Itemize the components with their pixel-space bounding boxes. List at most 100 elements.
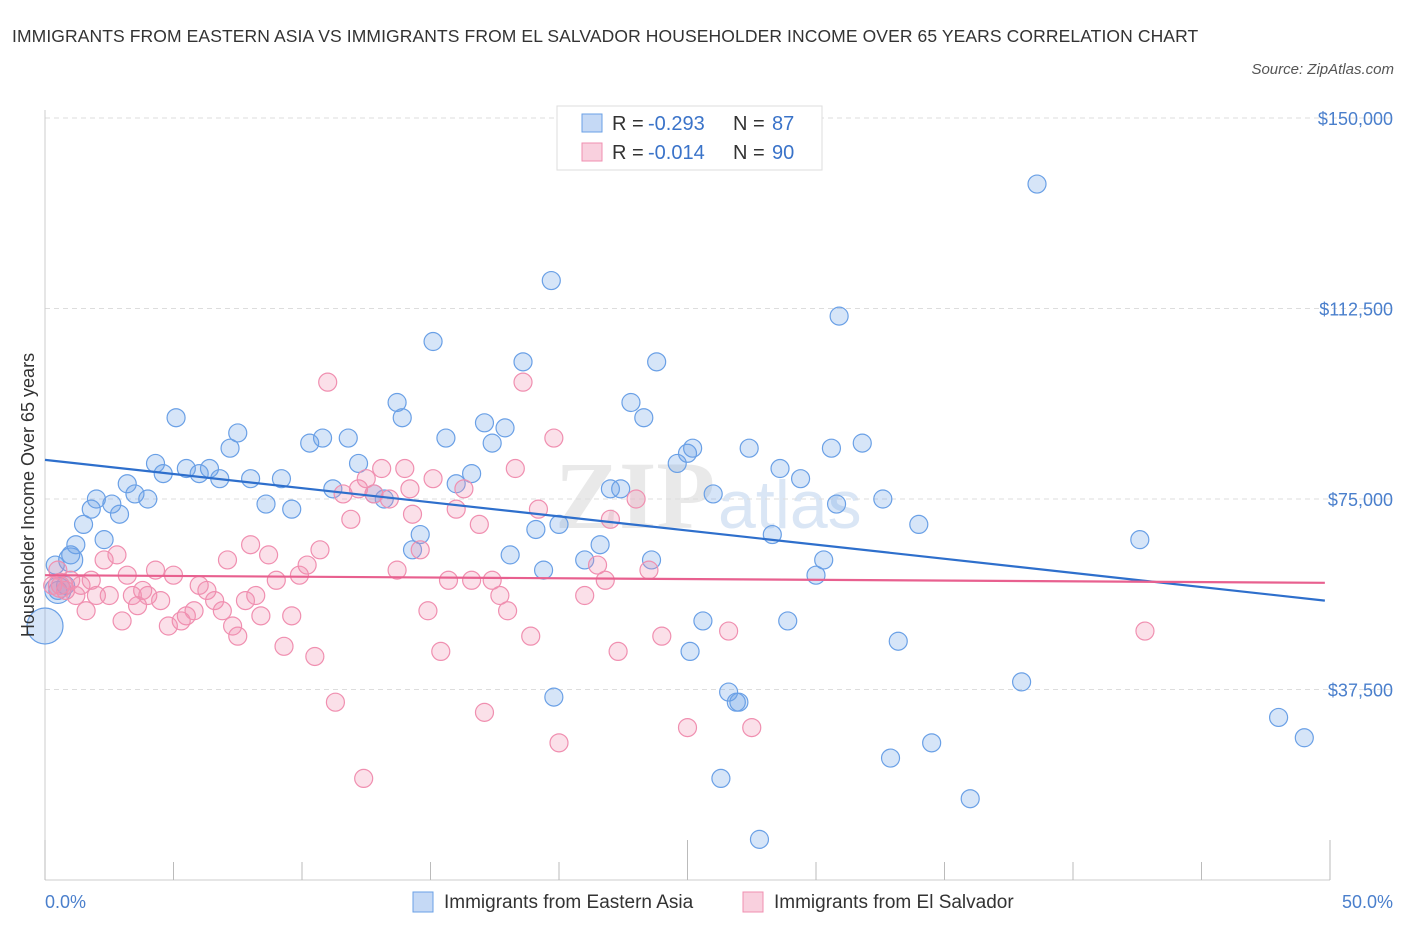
el-salvador-point-36 (251, 606, 271, 626)
el-salvador-point-67 (482, 570, 502, 590)
el-salvador-point-21 (158, 616, 178, 636)
eastern-asia-point-83 (880, 748, 901, 768)
stats-swatch-eastern-asia (581, 113, 603, 133)
eastern-asia-point-9 (102, 494, 122, 514)
y-tick-label-3: $150,000 (1318, 109, 1393, 129)
el-salvador-point-32 (228, 626, 248, 646)
el-salvador-point-50 (356, 469, 376, 489)
el-salvador-point-52 (372, 458, 392, 479)
el-salvador-point-63 (454, 479, 474, 499)
trend-lines (44, 458, 1325, 602)
eastern-asia-point-91 (1268, 707, 1289, 728)
eastern-asia-point-39 (436, 428, 456, 448)
eastern-asia-point-6 (81, 499, 101, 519)
el-salvador-point-59 (423, 469, 443, 489)
eastern-asia-point-61 (677, 443, 698, 463)
el-salvador-point-69 (498, 601, 518, 621)
trend-line-el-salvador (44, 574, 1325, 584)
stats-n-label-2: N = (733, 142, 765, 164)
el-salvador-point-12 (107, 545, 127, 565)
el-salvador-point-82 (639, 560, 659, 580)
eastern-asia-point-65 (703, 484, 723, 504)
eastern-asia-point-64 (680, 641, 700, 662)
eastern-asia-point-41 (462, 464, 482, 484)
eastern-asia-point-78 (821, 438, 842, 458)
eastern-asia-point-16 (166, 408, 186, 428)
el-salvador-point-20 (151, 590, 171, 611)
el-salvador-point-71 (513, 372, 533, 392)
el-salvador-point-10 (94, 550, 114, 570)
el-salvador-point-72 (521, 626, 541, 646)
eastern-asia-point-85 (909, 514, 929, 535)
eastern-asia-point-86 (922, 733, 942, 753)
el-salvador-point-25 (184, 601, 204, 621)
el-salvador-point-29 (212, 601, 232, 621)
legend-swatch-el-salvador (742, 891, 764, 913)
x-tick-label-0: 0.0% (45, 892, 86, 912)
el-salvador-point-61 (438, 570, 459, 590)
el-salvador-point-76 (575, 585, 595, 606)
eastern-asia-point-46 (513, 352, 533, 372)
stats-n-label-1: N = (733, 113, 765, 135)
el-salvador-point-79 (600, 509, 621, 529)
stats-legend: R = -0.293 N = 87 R = -0.014 N = 90 (556, 105, 823, 171)
el-salvador-point-18 (138, 585, 158, 606)
el-salvador-point-28 (205, 590, 225, 611)
el-salvador-point-41 (289, 565, 310, 585)
eastern-asia-point-24 (256, 494, 276, 514)
el-salvador-point-57 (410, 540, 430, 560)
eastern-asia-point-63 (693, 611, 713, 631)
eastern-asia-point-77 (814, 550, 834, 570)
eastern-asia-point-45 (500, 545, 520, 565)
el-salvador-point-39 (274, 636, 294, 656)
eastern-asia-point-7 (86, 489, 107, 509)
el-salvador-point-13 (112, 611, 132, 631)
x-tick-labels: 0.0% 50.0% (45, 892, 1393, 912)
eastern-asia-point-3 (61, 545, 81, 565)
eastern-asia-point-57 (634, 408, 654, 428)
chart-title: IMMIGRANTS FROM EASTERN ASIA VS IMMIGRAN… (12, 26, 1199, 46)
stats-r-label-1: R = (612, 113, 644, 135)
eastern-asia-point-30 (338, 428, 358, 448)
el-salvador-point-48 (341, 509, 361, 529)
el-salvador-point-40 (282, 606, 302, 626)
eastern-asia-point-36 (402, 540, 423, 560)
stats-n-value-2: 90 (772, 142, 794, 164)
eastern-asia-point-55 (611, 479, 631, 499)
y-tick-labels: $37,500 $75,000 $112,500 $150,000 (1318, 109, 1393, 701)
eastern-asia-point-75 (790, 469, 811, 489)
eastern-asia-point-71 (749, 829, 770, 849)
eastern-asia-point-10 (109, 504, 130, 524)
eastern-asia-point-44 (495, 418, 515, 438)
eastern-asia-point-47 (526, 519, 546, 540)
eastern-asia-point-74 (778, 611, 798, 631)
el-salvador-point-27 (197, 580, 217, 601)
eastern-asia-point-48 (533, 560, 554, 580)
el-salvador-point-60 (431, 641, 451, 662)
eastern-asia-point-34 (387, 392, 407, 413)
stats-r-value-2: -0.014 (648, 142, 705, 164)
el-salvador-point-37 (258, 545, 279, 565)
series-el-salvador-points (43, 372, 1155, 789)
eastern-asia-point-26 (282, 499, 302, 519)
el-salvador-point-7 (76, 601, 96, 621)
legend-label-el-salvador: Immigrants from El Salvador (774, 892, 1014, 913)
eastern-asia-point-66 (711, 768, 731, 789)
eastern-asia-point-89 (1027, 174, 1047, 194)
eastern-asia-point-88 (1011, 672, 1032, 692)
eastern-asia-point-cluster-2 (58, 547, 84, 573)
el-salvador-point-84 (677, 717, 698, 738)
eastern-asia-point-59 (647, 352, 667, 372)
chart-source: Source: ZipAtlas.com (1251, 61, 1394, 78)
el-salvador-point-38 (266, 570, 286, 590)
el-salvador-point-55 (395, 458, 415, 479)
eastern-asia-point-70 (739, 438, 759, 458)
eastern-asia-point-84 (888, 631, 908, 651)
stats-n-value-1: 87 (772, 113, 794, 135)
el-salvador-point-42 (297, 555, 317, 575)
el-salvador-point-54 (387, 560, 407, 580)
eastern-asia-point-cluster-0 (26, 607, 64, 645)
eastern-asia-point-4 (66, 535, 86, 555)
eastern-asia-point-29 (323, 479, 343, 499)
